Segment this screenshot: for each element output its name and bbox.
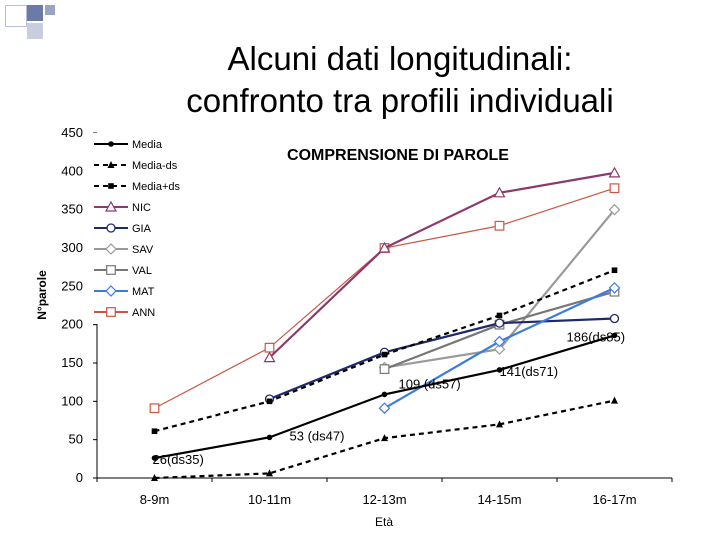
series-media-ds [151,396,618,481]
legend-swatch-marker [105,243,117,255]
data-point [611,332,618,339]
data-point [263,351,276,363]
data-point [609,313,620,324]
y-tick-label: 150 [61,355,83,370]
data-point [496,312,503,319]
legend-swatch-marker [105,285,117,297]
legend-swatch-marker [108,183,114,189]
legend-swatch-marker [106,265,116,275]
y-tick-label: 0 [76,470,83,485]
data-point [496,367,503,373]
y-tick-label: 350 [61,202,83,217]
legend-label: SAV [132,244,154,256]
data-point [496,420,503,428]
legend-swatch-marker [104,200,118,212]
legend-item: VAL [94,265,152,277]
data-label: 26(ds35) [153,452,204,467]
data-label: 109 (ds57) [399,376,461,391]
legend-item: SAV [94,243,154,256]
legend-item: Media [94,139,163,151]
legend-label: Media+ds [132,181,181,193]
x-tick-label: 14-15m [477,492,521,507]
data-point [493,335,506,348]
y-tick-label: 400 [61,163,83,178]
legend-swatch-marker [106,307,116,317]
data-point [611,396,618,404]
data-point [151,474,158,481]
chart-title: COMPRENSIONE DI PAROLE [287,147,509,164]
data-point [378,241,391,253]
y-tick-label: 250 [61,278,83,293]
y-tick-label: 50 [69,432,83,447]
data-label: 53 (ds47) [290,428,345,443]
data-point [609,183,620,194]
y-tick-label: 200 [61,317,83,332]
data-point [266,469,273,477]
legend-swatch-marker [107,161,115,168]
data-point [493,186,506,198]
legend-label: GIA [132,223,152,235]
data-point [379,364,390,375]
y-tick-label: 300 [61,240,83,255]
y-axis-title: N°parole [35,270,49,320]
series-line [269,317,615,401]
series-line [154,269,615,433]
data-point [266,398,273,405]
slide-title-line-1: Alcuni dati longitudinali: [227,40,573,77]
legend-label: ANN [132,307,155,319]
data-point [381,351,388,358]
x-axis-title: Età [375,515,393,529]
legend-label: NIC [132,202,151,214]
legend-item: NIC [94,200,151,214]
data-label: 186(ds85) [567,329,626,344]
slide-title: Alcuni dati longitudinali: confronto tra… [60,38,720,122]
data-point [381,434,388,442]
x-tick-label: 8-9m [140,492,170,507]
deco-square-dark [27,5,43,21]
legend-item: Media+ds [94,181,181,193]
data-point [149,403,160,414]
data-point [151,428,158,435]
legend-swatch-marker [108,141,114,147]
data-point [611,267,618,274]
x-tick-label: 16-17m [592,492,636,507]
y-tick-label: 100 [61,393,83,408]
data-point [493,343,506,356]
series-media-ds [151,267,618,435]
x-tick-label: 10-11m [248,492,291,507]
data-point [381,391,388,398]
legend-item: GIA [94,223,152,235]
data-point [378,402,391,415]
data-point [151,455,158,461]
legend-swatch-marker [106,223,116,233]
data-label: 141(ds71) [500,364,559,379]
legend-item: MAT [94,285,155,298]
legend-item: ANN [94,307,155,319]
deco-square-large [5,5,27,27]
data-point [608,282,621,294]
data-point [494,318,505,328]
data-point [264,342,275,353]
data-point [494,220,505,231]
legend-label: Media [132,139,163,151]
slide-title-line-2: confronto tra profili individuali [186,82,614,119]
deco-square-pale [27,23,43,39]
legend-label: Media-ds [132,160,178,172]
data-point [266,434,273,441]
data-point [608,166,621,178]
series-nic [263,166,621,363]
series-media [151,332,618,461]
legend-item: Media-ds [94,160,178,172]
legend-label: MAT [132,286,155,298]
x-tick-label: 12-13m [362,492,406,507]
legend-label: VAL [132,265,152,277]
y-tick-label: 450 [61,125,83,140]
data-point [608,203,621,216]
deco-square-small [45,5,55,15]
series-line [268,171,615,359]
